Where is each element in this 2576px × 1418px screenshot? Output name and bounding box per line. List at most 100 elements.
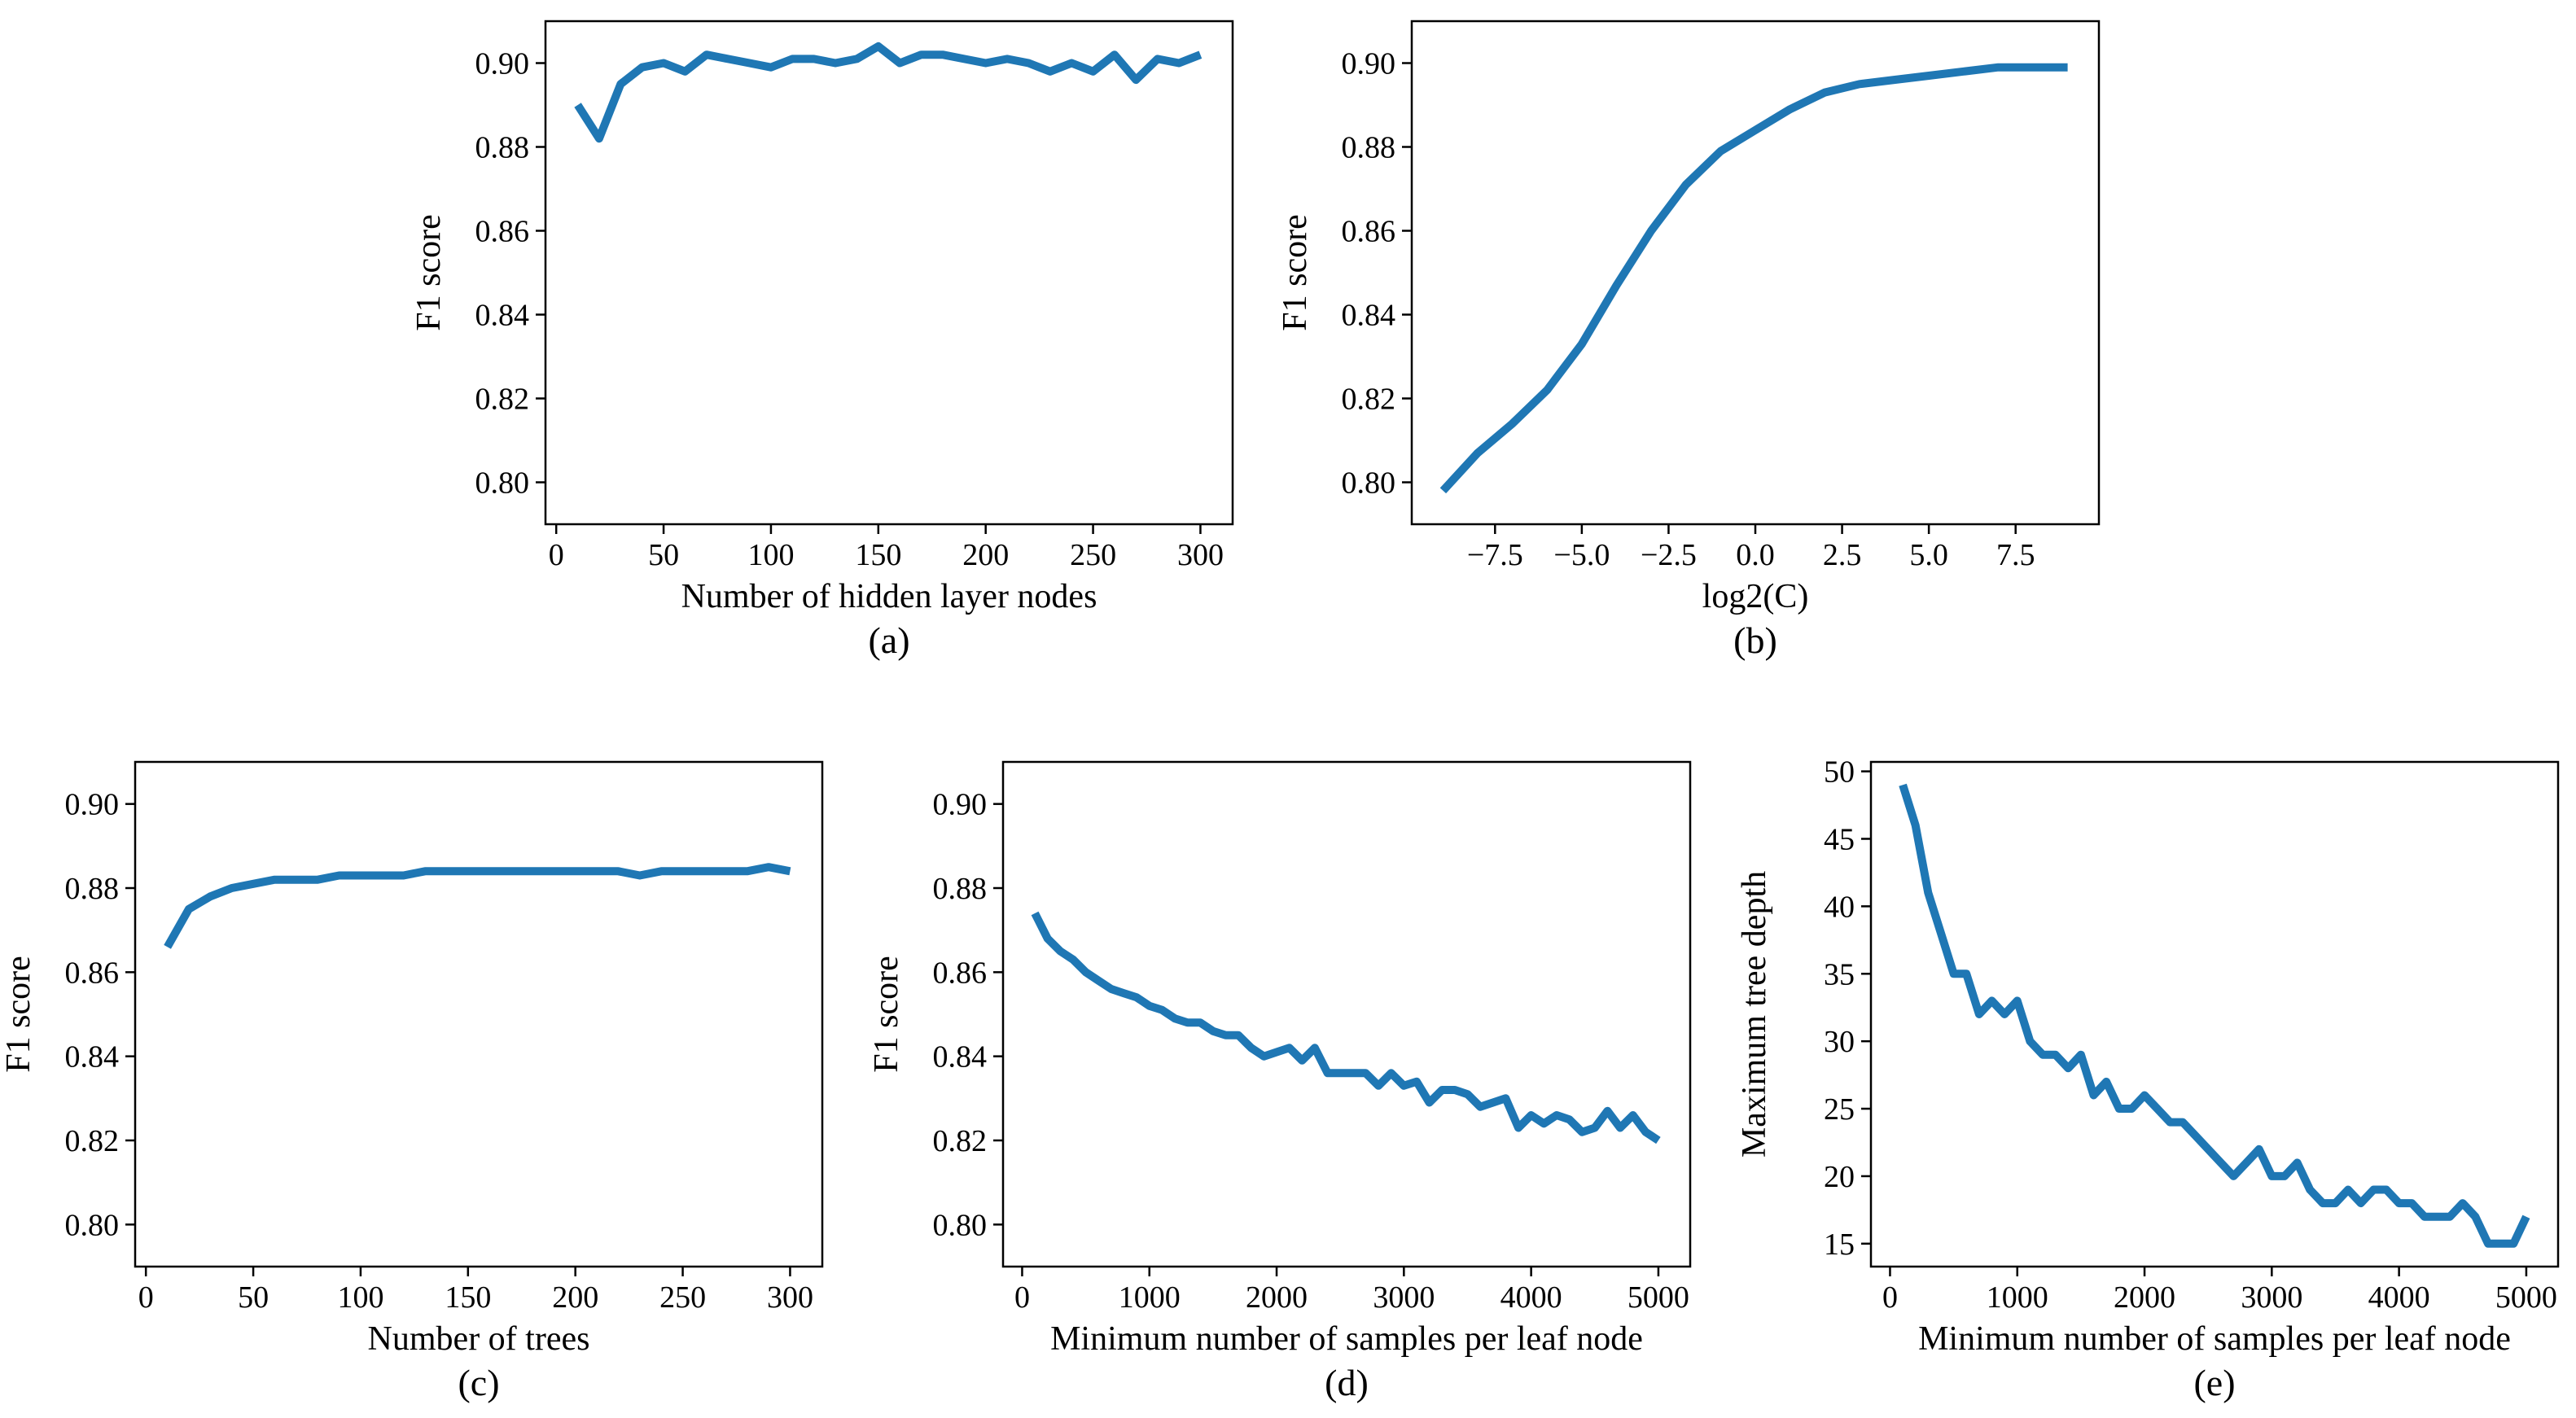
x-tick-label: 150 (855, 538, 901, 572)
data-point (1891, 77, 1898, 83)
y-tick-label: 0.88 (1342, 131, 1396, 165)
panel-caption: (e) (2193, 1362, 2235, 1403)
data-point (681, 68, 688, 75)
data-point (703, 51, 710, 58)
x-tick-label: 200 (552, 1280, 598, 1315)
data-point (1540, 1120, 1547, 1127)
data-point (1111, 51, 1118, 58)
data-point (401, 873, 407, 879)
data-point (1133, 994, 1140, 1000)
data-point (2358, 1200, 2364, 1206)
y-tick-label: 40 (1824, 890, 1855, 924)
data-point (744, 868, 751, 874)
data-point (1388, 1070, 1395, 1076)
data-point (725, 55, 731, 62)
x-tick-label: 150 (445, 1280, 491, 1315)
data-point (2268, 1173, 2275, 1179)
data-point (1090, 68, 1097, 75)
data-point (2320, 1200, 2326, 1206)
series-line (164, 863, 791, 949)
x-tick-label: 50 (238, 1280, 269, 1315)
data-point (486, 868, 493, 874)
data-point (2485, 1241, 2491, 1247)
x-tick-label: −2.5 (1641, 538, 1697, 572)
x-tick-label: 250 (659, 1280, 706, 1315)
data-point (1325, 1070, 1331, 1076)
data-point (1642, 1129, 1649, 1136)
data-point (2396, 1200, 2403, 1206)
data-point (1235, 1032, 1242, 1039)
data-point (1159, 1007, 1165, 1013)
data-point (961, 55, 967, 62)
x-tick-label: 5000 (2495, 1280, 2557, 1315)
data-point (1579, 341, 1585, 348)
data-point (747, 60, 753, 67)
panel-d: 0 1000 2000 3000 4000 5000 0.80 0.82 0.84 0.86 0.8… (868, 760, 1692, 1403)
data-point (1683, 182, 1689, 188)
data-point (1787, 106, 1794, 112)
series-line (1899, 783, 2530, 1248)
data-point (1045, 935, 1051, 942)
y-tick-label: 35 (1824, 957, 1855, 991)
data-point (1752, 127, 1759, 133)
data-point (357, 873, 364, 879)
data-point (1223, 1032, 1229, 1039)
data-point (2333, 1200, 2339, 1206)
data-point (1604, 1108, 1610, 1114)
data-point (765, 864, 772, 870)
data-point (529, 868, 536, 874)
data-point (1350, 1070, 1356, 1076)
series-line (1031, 911, 1661, 1144)
plot-frame (134, 760, 824, 1268)
y-axis-label: F1 score (410, 214, 448, 330)
data-point (2510, 1241, 2517, 1247)
x-tick-label: 100 (337, 1280, 383, 1315)
data-point (1070, 956, 1076, 963)
data-point (1248, 1044, 1255, 1051)
x-tick-label: 4000 (1500, 1280, 1562, 1315)
data-point (1617, 1125, 1623, 1131)
data-point (896, 60, 903, 67)
data-point (615, 868, 621, 874)
y-tick-label: 0.84 (65, 1040, 120, 1074)
x-tick-label: −7.5 (1467, 538, 1523, 572)
data-point (1951, 970, 1957, 977)
data-point (1592, 1125, 1598, 1131)
y-tick-label: 15 (1824, 1228, 1855, 1262)
data-point (596, 135, 602, 142)
data-point (1210, 1028, 1216, 1035)
data-point (207, 893, 213, 899)
data-point (639, 64, 646, 71)
data-point (811, 55, 817, 62)
data-point (1925, 890, 1931, 896)
data-point (1477, 1104, 1483, 1110)
data-point (508, 868, 515, 874)
panel-caption: (a) (868, 619, 909, 661)
y-tick-label: 0.80 (1342, 466, 1396, 501)
x-tick-label: 5000 (1628, 1280, 1689, 1315)
data-point (1273, 1049, 1280, 1056)
data-point (1509, 420, 1516, 427)
data-point (983, 60, 989, 67)
x-tick-label: 3000 (1373, 1280, 1435, 1315)
data-point (465, 868, 471, 874)
data-point (2447, 1214, 2453, 1220)
y-tick-label: 0.86 (933, 956, 988, 990)
x-tick-label: 0.0 (1736, 538, 1775, 572)
data-point (2001, 1011, 2008, 1018)
data-point (786, 868, 793, 874)
y-tick-label: 0.80 (475, 466, 530, 501)
x-tick-label: 5.0 (1909, 538, 1948, 572)
panel-caption: (c) (458, 1362, 499, 1403)
x-tick-label: 250 (1070, 538, 1116, 572)
data-point (658, 868, 664, 874)
data-point (853, 55, 860, 62)
data-point (1299, 1057, 1305, 1064)
data-point (1068, 60, 1075, 67)
data-point (164, 943, 171, 950)
data-point (1286, 1044, 1293, 1051)
data-point (2180, 1119, 2186, 1126)
x-tick-label: 0 (549, 538, 564, 572)
x-tick-label: 0 (1014, 1280, 1030, 1315)
data-point (1465, 1091, 1471, 1097)
